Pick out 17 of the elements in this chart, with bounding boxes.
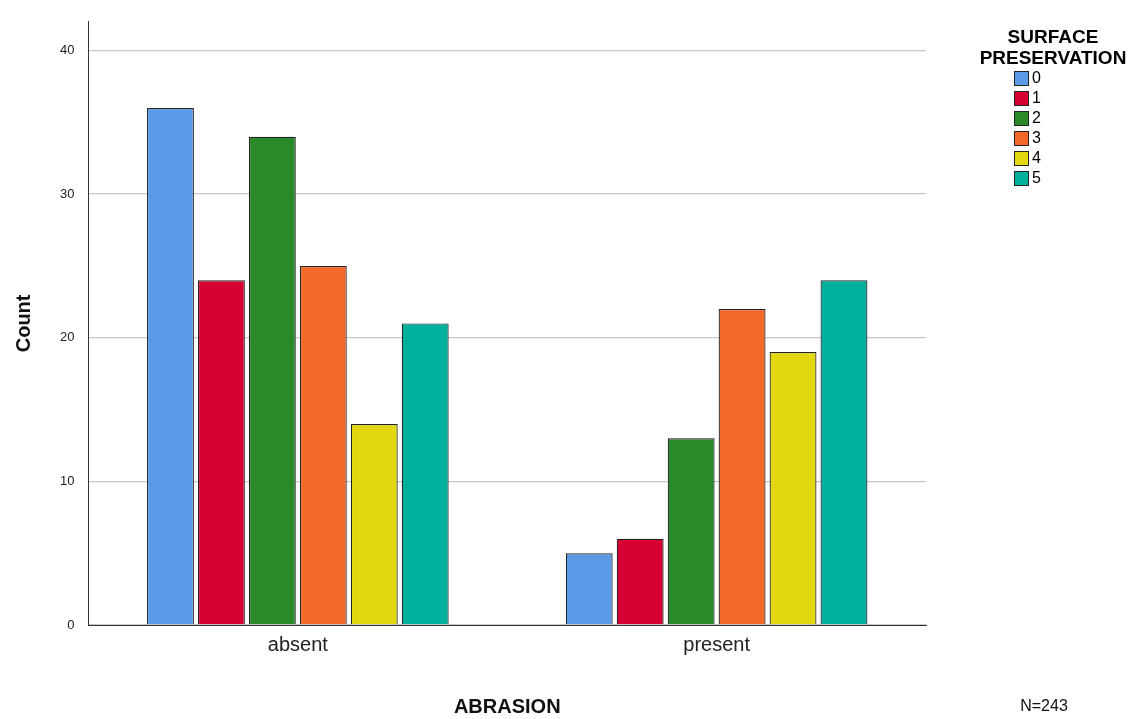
x-tick-label: absent — [267, 632, 329, 655]
legend-title: SURFACE PRESERVATION — [978, 26, 1128, 68]
y-tick-label: 40 — [59, 42, 75, 58]
y-tick-label: 10 — [59, 472, 75, 488]
legend-label: 5 — [1032, 169, 1041, 187]
text: N=243 — [1020, 697, 1068, 715]
x-tick-label: present — [683, 632, 751, 655]
legend-label: 4 — [1032, 149, 1041, 167]
y-tick-label: 30 — [59, 185, 75, 201]
y-tick-label: 20 — [59, 329, 75, 345]
legend-label: 1 — [1032, 89, 1041, 107]
x-axis-title: ABRASION — [453, 694, 561, 717]
y-axis-title: Count — [11, 294, 34, 353]
legend-label: 3 — [1032, 129, 1041, 147]
legend-label: 0 — [1032, 69, 1041, 87]
legend-label: 2 — [1032, 109, 1041, 127]
y-tick-label: 0 — [67, 616, 75, 632]
